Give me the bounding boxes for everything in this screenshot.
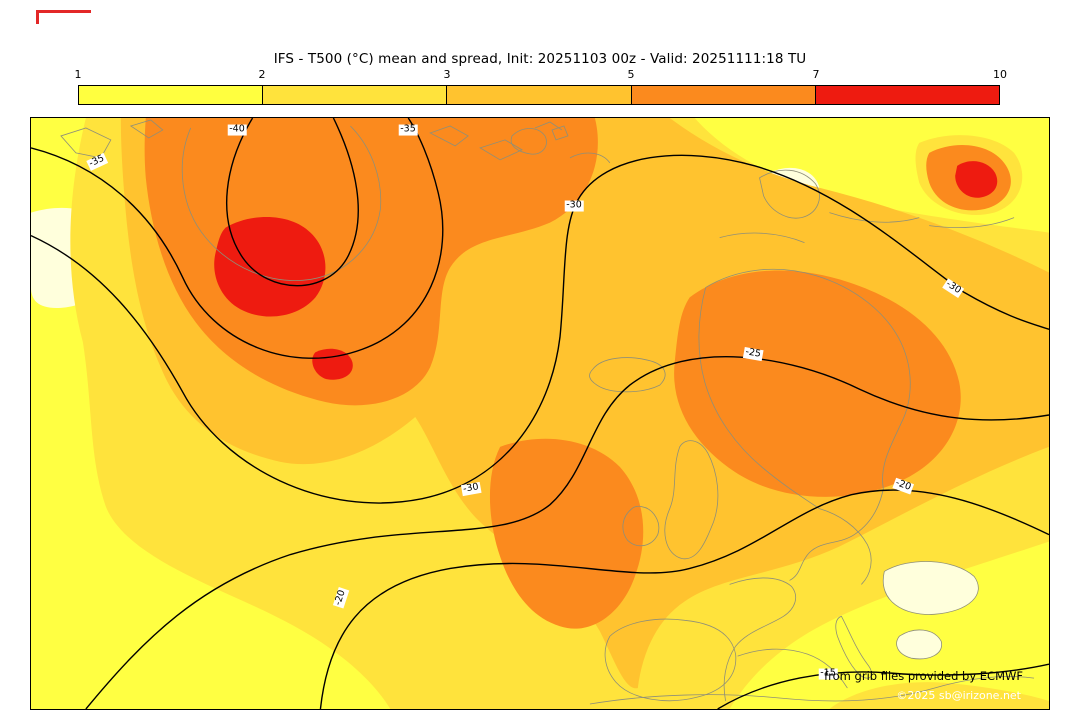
contour-label: -35 <box>398 123 418 136</box>
colorbar-segment <box>815 86 1000 104</box>
contour-label: -30 <box>564 199 584 212</box>
colorbar-segment <box>447 86 632 104</box>
colorbar-segment <box>631 86 816 104</box>
top-left-red-mark <box>36 10 91 24</box>
colorbar-segment <box>79 86 264 104</box>
chart-title: IFS - T500 (°C) mean and spread, Init: 2… <box>273 51 807 67</box>
mean-contour-lines <box>31 118 1049 709</box>
colorbar-tick: 2 <box>258 68 266 81</box>
map-canvas: -40 -35 -35 -30 -30 -30 -25 -20 -20 -15 … <box>30 117 1050 710</box>
colorbar-tick: 7 <box>812 68 820 81</box>
colorbar-tick: 10 <box>993 68 1007 81</box>
colorbar-segment <box>263 86 448 104</box>
attribution-copyright: ©2025 sb@irizone.net <box>896 689 1021 702</box>
attribution-ecmwf: from grib files provided by ECMWF <box>824 669 1023 683</box>
spread-fill-layer <box>31 118 1049 709</box>
weather-map-svg <box>31 118 1049 709</box>
colorbar <box>78 85 1000 105</box>
colorbar-tick: 5 <box>627 68 635 81</box>
colorbar-tick: 3 <box>443 68 451 81</box>
contour-label: -40 <box>227 123 247 136</box>
coastlines-layer <box>60 119 1035 705</box>
contour-label: -15 <box>818 667 838 680</box>
colorbar-tick: 1 <box>74 68 82 81</box>
